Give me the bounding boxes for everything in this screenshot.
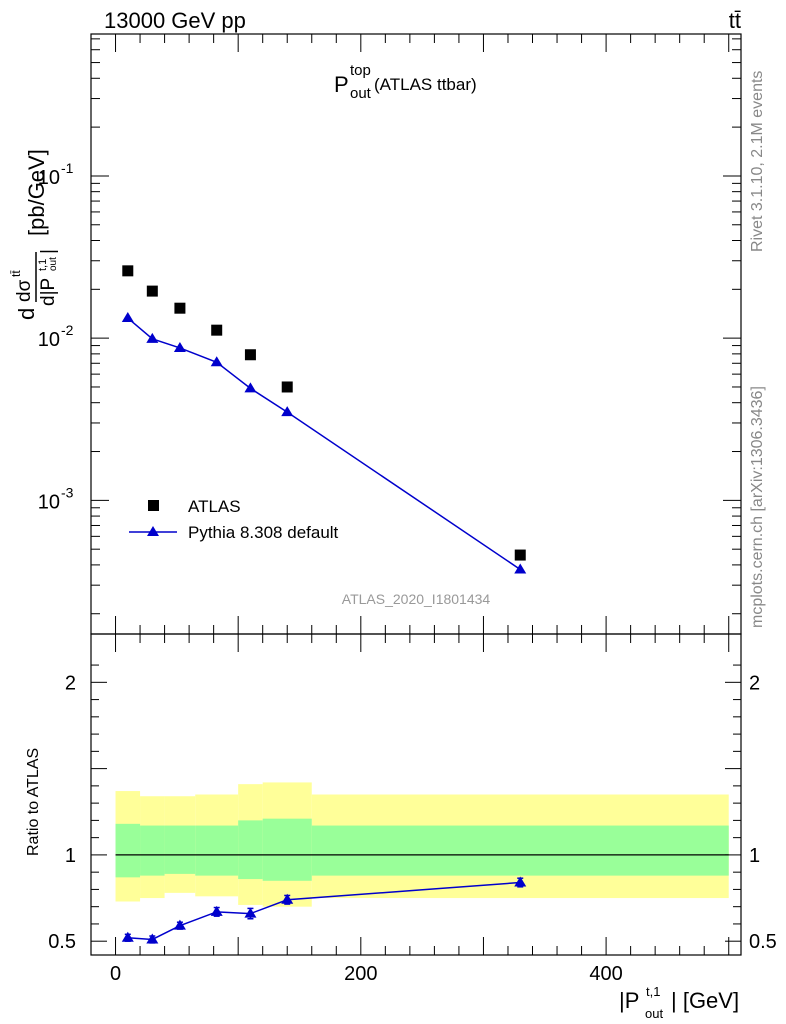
legend-label-pythia: Pythia 8.308 default [188,523,339,542]
band-green [115,823,141,878]
band-green [195,825,239,876]
atlas-point [281,381,293,393]
ratio-marks [115,854,729,944]
ratio-ytick-label: 1 [65,845,76,867]
band-green [238,820,263,880]
atlas-point [514,549,526,561]
main-ytick-label-exp: -1 [61,160,74,176]
svg-text:d: d [14,308,39,320]
header-left: 13000 GeV pp [104,8,246,33]
svg-text:tt̄: tt̄ [9,270,23,277]
xlabel: |P t,1 out | [GeV] [619,984,739,1021]
legend-marker-pythia [147,526,159,536]
legend: ATLAS Pythia 8.308 default [129,497,339,542]
svg-text:out: out [48,257,59,271]
header-right: tt̄ [729,8,741,33]
main-ytick-label-exp: -3 [61,484,74,500]
ratio-ytick-label-right: 2 [749,672,760,694]
band-green [262,818,312,881]
main-ytick-label: 10 [38,167,60,189]
pythia-point [121,312,134,323]
mcplots-label: mcplots.cern.ch [arXiv:1306.3436] [749,386,766,628]
rivet-label: Rivet 3.1.10, 2.1M events [749,71,766,252]
svg-text:|P: |P [619,988,639,1013]
main-axes: 10-310-210-1 [38,33,742,635]
pythia-point [210,356,223,367]
ratio-ytick-label: 0.5 [48,931,76,953]
ratio-axes: 0 200 400 0.5 0.5 1 1 2 2 [48,633,777,985]
atlas-point [174,302,186,314]
atlas-point [244,349,256,361]
ratio-point [173,919,186,930]
ratio-xtick-label: 400 [589,963,622,985]
svg-text:dσ: dσ [14,279,35,302]
svg-text:| [GeV]: | [GeV] [671,988,739,1013]
atlas-point [146,285,158,297]
ratio-point [210,905,223,916]
ratio-bands [115,782,729,907]
main-ytick-label: 10 [38,491,60,513]
watermark: ATLAS_2020_I1801434 [342,591,491,607]
band-green [164,825,196,874]
band-green [140,825,165,876]
band-green [311,825,729,876]
ratio-xtick-label: 200 [344,963,377,985]
ratio-point [514,876,527,887]
atlas-point [122,265,134,277]
title-sub: out [350,85,372,102]
svg-text:t,1: t,1 [646,984,660,999]
ratio-point [146,933,159,944]
pythia-point [146,332,159,343]
title-main: P [334,72,349,97]
main-frame [90,33,742,635]
pythia-point [173,341,186,352]
title-sup: top [350,62,371,79]
ratio-point [121,931,134,942]
main-ylabel: d dσ tt̄ d|P t,1 out | [pb/GeV] [9,149,59,320]
svg-text:out: out [645,1006,663,1021]
ratio-point [244,907,257,918]
svg-text:[pb/GeV]: [pb/GeV] [24,149,49,236]
svg-text:|: | [38,249,59,254]
svg-text:d|P: d|P [38,278,59,306]
pythia-point [244,382,257,393]
ratio-ylabel: Ratio to ATLAS [25,748,42,856]
ratio-ytick-label-right: 1 [749,845,760,867]
atlas-point [211,324,223,336]
svg-text:t,1: t,1 [37,259,49,271]
ratio-xtick-label: 0 [110,963,121,985]
title-rest: (ATLAS ttbar) [374,75,477,94]
pythia-point [514,563,527,574]
main-ytick-label-exp: -2 [61,322,74,338]
ratio-frame [90,633,742,956]
main-ytick-label: 10 [38,329,60,351]
ratio-ytick-label-right: 0.5 [749,931,777,953]
ratio-point [281,893,294,904]
ratio-ytick-label: 2 [65,672,76,694]
plot-title: P top out (ATLAS ttbar) [334,62,477,102]
pythia-point [281,406,294,417]
legend-label-atlas: ATLAS [188,497,241,516]
legend-marker-atlas [148,500,159,511]
main-marks [121,265,527,574]
